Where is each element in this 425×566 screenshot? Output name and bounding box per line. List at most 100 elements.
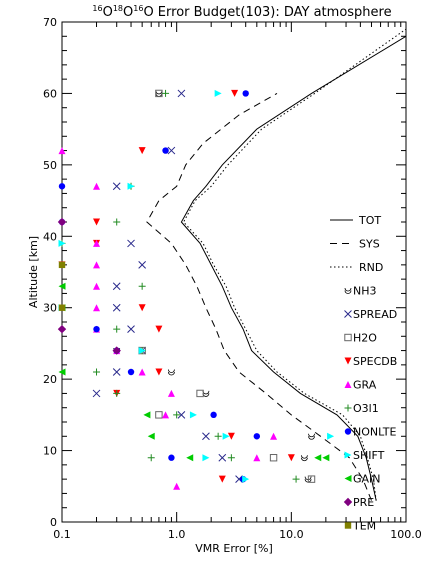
legend-label-shift: SHIFT [353, 449, 385, 462]
marker-o3l1 [113, 325, 121, 333]
y-tick-label: 70 [43, 16, 57, 29]
title-text-2: O Error Budget(103): DAY atmosphere [143, 5, 391, 20]
marker-nh3 [168, 369, 175, 376]
marker-spread [112, 368, 121, 376]
title-sup-2: 16 [133, 4, 143, 13]
marker-specdb [231, 89, 239, 97]
marker-spread [92, 389, 101, 398]
marker-h2o [155, 411, 163, 419]
marker-gra [253, 454, 261, 462]
title-sup-0: 16 [92, 4, 102, 13]
marker-spread [177, 411, 186, 419]
marker-o3l1 [214, 432, 222, 440]
legend-label-sys: SYS [359, 238, 380, 251]
legend-label-pre: PRE [353, 496, 374, 509]
marker-nonlte [253, 433, 261, 440]
legend-marker-nonlte [344, 428, 352, 435]
legend-label-h2o: H2O [353, 332, 377, 345]
legend-label-tot: TOT [358, 214, 381, 227]
marker-pre [57, 217, 67, 227]
title-text-0: O [103, 5, 113, 20]
legend-marker-nh3 [344, 287, 352, 294]
marker-specdb [218, 475, 226, 483]
marker-gra [173, 482, 181, 490]
marker-gain [186, 454, 194, 462]
y-tick-label: 40 [43, 230, 57, 243]
marker-shift [138, 347, 146, 355]
legend-label-gra: GRA [353, 379, 377, 392]
marker-shift [58, 239, 66, 247]
marker-specdb [138, 147, 146, 155]
x-tick-label: 100.0 [390, 528, 422, 541]
marker-spread [177, 89, 186, 98]
marker-gain [322, 454, 330, 462]
marker-shift [242, 475, 250, 483]
marker-nonlte [93, 325, 100, 333]
marker-specdb [227, 432, 235, 440]
marker-nh3 [308, 433, 315, 440]
y-tick-label: 60 [43, 87, 57, 100]
marker-o3l1 [113, 218, 121, 226]
legend-marker-h2o [344, 333, 352, 342]
marker-gain [58, 282, 66, 290]
legend-label-rnd: RND [359, 261, 383, 274]
legend-marker-gain [344, 475, 352, 482]
profile-lines [146, 28, 406, 501]
marker-o3l1 [138, 282, 146, 290]
marker-o3l1 [113, 389, 121, 397]
marker-gra [93, 304, 101, 312]
marker-specdb [93, 218, 101, 226]
marker-h2o [307, 475, 316, 483]
legend-label-nh3: NH3 [353, 285, 377, 298]
title-text-1: O [123, 5, 133, 20]
x-tick-label: 0.1 [53, 528, 71, 541]
marker-spread [167, 146, 176, 155]
marker-gain [314, 454, 322, 462]
marker-spread [127, 325, 135, 333]
y-tick-label: 50 [43, 159, 57, 172]
x-tick-label: 1.0 [168, 528, 186, 541]
marker-gra [93, 182, 101, 190]
legend-marker-spread [344, 310, 352, 318]
marker-nh3 [202, 390, 210, 397]
marker-gra [270, 432, 278, 440]
marker-nonlte [58, 183, 66, 190]
marker-shift [127, 182, 135, 190]
marker-specdb [138, 304, 146, 312]
marker-spread [112, 303, 121, 312]
marker-nh3 [300, 455, 308, 462]
marker-tem [58, 261, 66, 269]
y-axis-label: Altitude [km] [27, 236, 40, 308]
marker-specdb [155, 325, 163, 333]
legend-label-specdb: SPECDB [353, 355, 397, 368]
marker-nonlte [210, 411, 217, 419]
marker-gra [93, 282, 101, 290]
marker-spread [138, 261, 147, 269]
marker-nonlte [242, 90, 249, 97]
y-tick-label: 10 [43, 445, 57, 458]
marker-nh3 [155, 90, 163, 97]
legend-marker-tem [344, 522, 352, 529]
marker-gra [93, 239, 101, 247]
marker-tem [58, 304, 66, 311]
marker-shift [222, 432, 230, 440]
legend-label-spread: SPREAD [353, 308, 397, 321]
marker-gra [162, 411, 170, 419]
marker-pre [57, 324, 67, 334]
marker-pre [112, 346, 121, 355]
legend-marker-shift [344, 451, 352, 459]
marker-spread [127, 239, 135, 248]
y-tick-label: 20 [43, 373, 57, 386]
marker-shift [202, 454, 210, 462]
marker-o3l1 [227, 454, 235, 462]
x-axis-label: VMR Error [%] [195, 542, 273, 555]
marker-h2o [196, 389, 204, 398]
plot-frame [61, 21, 407, 523]
chart-title: 16O18O16O Error Budget(103): DAY atmosph… [92, 4, 391, 20]
marker-gra [58, 147, 66, 155]
marker-specdb [287, 454, 295, 462]
marker-gain [143, 411, 151, 419]
marker-nonlte [168, 454, 175, 461]
marker-o3l1 [162, 89, 170, 97]
